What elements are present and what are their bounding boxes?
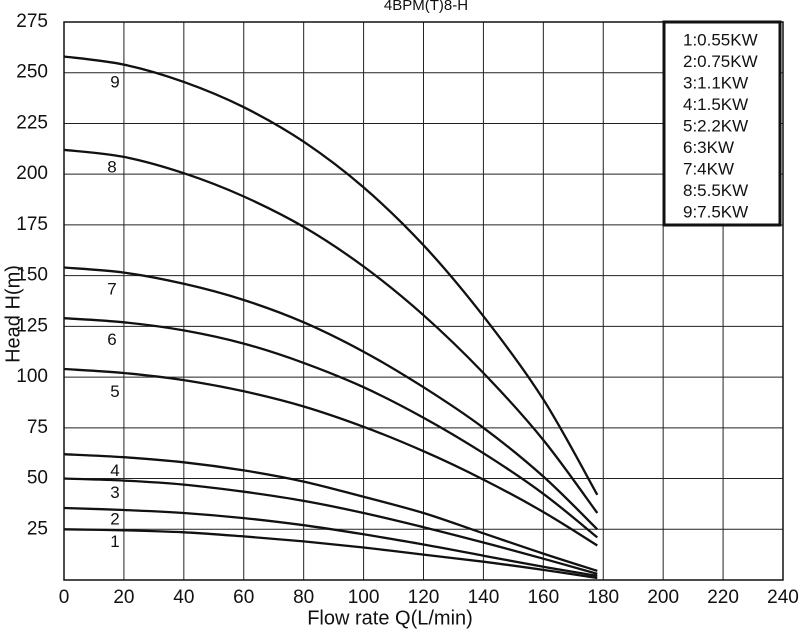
plot-frame xyxy=(63,21,784,581)
curve-label-4: 4 xyxy=(110,461,119,480)
y-tick-label: 175 xyxy=(16,214,48,235)
y-tick-label: 275 xyxy=(16,11,48,32)
curve-label-7: 7 xyxy=(107,279,116,298)
legend-entry: 8:5.5KW xyxy=(683,181,748,200)
x-tick-label: 180 xyxy=(587,587,619,608)
series-line-7 xyxy=(63,266,599,531)
legend-entry: 2:0.75KW xyxy=(683,52,758,71)
legend-entry: 6:3KW xyxy=(683,138,734,157)
x-tick-label: 40 xyxy=(173,587,194,608)
x-tick-label: 120 xyxy=(408,587,440,608)
legend-entry: 3:1.1KW xyxy=(683,73,748,92)
legend-entry: 4:1.5KW xyxy=(683,95,748,114)
series-line-5 xyxy=(63,367,598,547)
legend-entry: 5:2.2KW xyxy=(683,116,748,135)
series-line-4 xyxy=(63,453,598,572)
x-tick-label: 20 xyxy=(113,587,134,608)
x-tick-label: 200 xyxy=(647,587,679,608)
chart-curves xyxy=(63,55,599,580)
chart-ticks: 0 20 40 60 80 100 120 140 160 180 200 220 2402550751… xyxy=(16,11,799,608)
x-tick-label: 140 xyxy=(468,587,500,608)
curve-label-3: 3 xyxy=(110,483,119,502)
legend-entry: 1:0.55KW xyxy=(683,30,758,49)
curve-label-5: 5 xyxy=(110,382,119,401)
x-tick-label: 220 xyxy=(707,587,739,608)
legend-entry: 7:4KW xyxy=(683,159,734,178)
series-line-1 xyxy=(63,528,598,580)
legend-box xyxy=(662,20,782,227)
x-tick-label: 160 xyxy=(527,587,559,608)
y-tick-label: 200 xyxy=(16,163,48,184)
y-tick-label: 150 xyxy=(16,265,48,286)
x-axis-label: Flow rate Q(L/min) xyxy=(307,607,473,629)
y-tick-label: 225 xyxy=(16,112,48,133)
y-tick-label: 50 xyxy=(27,468,48,489)
legend-entry: 9:7.5KW xyxy=(683,202,748,221)
y-tick-label: 125 xyxy=(16,315,48,336)
curve-label-8: 8 xyxy=(107,158,116,177)
y-tick-label: 75 xyxy=(27,417,48,438)
curve-label-1: 1 xyxy=(110,532,119,551)
curve-label-2: 2 xyxy=(110,510,119,529)
x-tick-label: 80 xyxy=(293,587,314,608)
x-tick-label: 60 xyxy=(233,587,254,608)
series-line-9 xyxy=(63,55,599,496)
chart-legend: 1:0.55KW 2:0.75KW 3:1.1KW 4:1.5KW 5:2.2KW 6:3… xyxy=(662,20,782,227)
series-line-6 xyxy=(63,317,599,539)
y-axis-label: Head H(m) xyxy=(2,265,24,363)
x-tick-label: 240 xyxy=(767,587,799,608)
chart-title: 4BPM(T)8-H xyxy=(384,0,468,14)
curve-label-6: 6 xyxy=(107,330,116,349)
curve-label-9: 9 xyxy=(110,72,119,91)
y-tick-label: 250 xyxy=(16,62,48,83)
x-tick-label: 0 xyxy=(59,587,70,608)
series-line-2 xyxy=(63,506,598,578)
series-line-8 xyxy=(63,148,599,514)
series-line-3 xyxy=(63,477,598,576)
x-tick-label: 100 xyxy=(348,587,380,608)
y-tick-label: 25 xyxy=(27,518,48,539)
y-tick-label: 100 xyxy=(16,366,48,387)
chart-curve-labels: 1 2 3 4 5 6 7 8 9 xyxy=(107,72,119,551)
